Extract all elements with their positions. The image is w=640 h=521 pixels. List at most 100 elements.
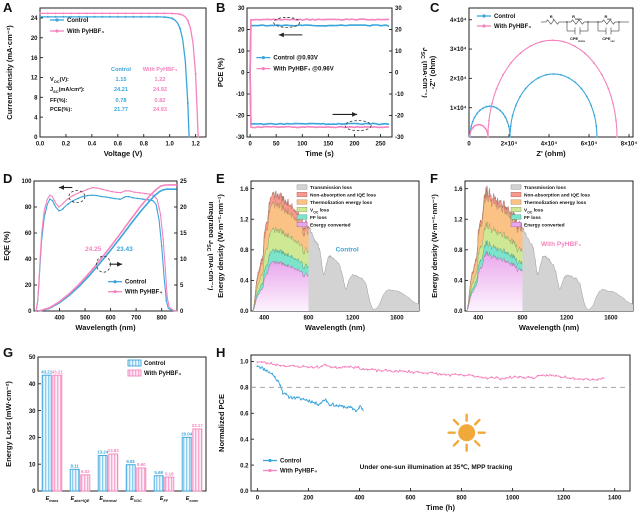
svg-text:20: 20 [25,283,32,289]
svg-text:With PyHBF₄: With PyHBF₄ [125,290,162,296]
bar-pyhbf4-2 [108,453,119,492]
svg-text:8: 8 [34,96,38,102]
svg-text:Transmission loss: Transmission loss [524,185,566,191]
svg-text:1.2: 1.2 [191,142,200,148]
svg-text:13.24: 13.24 [97,450,109,455]
svg-text:100: 100 [297,142,308,148]
svg-text:800: 800 [303,316,314,322]
svg-text:0.8: 0.8 [454,248,463,254]
panel-E-plot: Transmission loss Non-absorption and IQE … [252,184,420,311]
panel-C: C 0 2×10⁴ 4×10⁴ 6×10⁴ 8×10⁴ 1×10⁴ 2×10⁴ 3×10⁴ 4×… [427,0,640,171]
svg-text:0: 0 [180,309,184,315]
svg-text:0.8: 0.8 [240,386,249,392]
svg-text:30: 30 [29,409,36,415]
svg-text:0.6: 0.6 [240,411,249,417]
svg-text:8×10⁴: 8×10⁴ [621,142,638,148]
bar-pyhbf4-0 [52,374,63,492]
svg-text:Energy converted: Energy converted [524,223,565,229]
svg-text:Control @0.93V: Control @0.93V [273,56,318,62]
nyquist-0 [469,73,598,138]
svg-text:1.0: 1.0 [166,142,175,148]
panel-E: E 400 800 1200 1600 0.0 0.4 0.8 1.2 1.6 Wavelengt… [213,171,427,345]
svg-text:0: 0 [395,71,399,77]
svg-text:Wavelength (nm): Wavelength (nm) [519,323,580,332]
svg-text:1400: 1400 [608,496,622,502]
svg-text:8.11: 8.11 [71,463,80,468]
svg-text:-20: -20 [236,114,245,120]
bar-pyhbf4-4 [164,476,175,492]
svg-text:Rrec: Rrec [604,14,612,21]
svg-text:CPEtrans: CPEtrans [570,36,586,43]
bar-control-2 [97,455,108,492]
svg-text:EVOC: EVOC [130,496,142,503]
svg-text:13.82: 13.82 [108,448,120,453]
svg-text:Current density (mA·cm⁻²): Current density (mA·cm⁻²) [5,25,14,120]
svg-text:150: 150 [323,142,334,148]
jv-table-row-0: VOC(V): 1.15 1.22 [50,76,184,87]
svg-text:2×10⁴: 2×10⁴ [450,77,467,83]
svg-text:700: 700 [131,316,142,322]
svg-text:-30: -30 [236,135,245,141]
svg-text:43.21: 43.21 [41,369,53,374]
bar-control-4 [153,475,164,492]
panel-C-plot: Control With PyHBF₄ Rs Rtrans Rrec CPEtrans CP… [468,14,629,138]
svg-text:4×10⁴: 4×10⁴ [450,18,467,24]
mpp-series-1 [256,361,605,381]
svg-text:PCE (%): PCE (%) [216,57,225,87]
sun-icon [447,413,486,452]
svg-text:Energy converted: Energy converted [310,223,351,229]
panel-F-energy-loss-spectrum-pyhbf4: 400 800 1200 1600 0.0 0.4 0.8 1.2 1.6 Wavelength … [430,180,634,332]
svg-text:0: 0 [28,309,32,315]
svg-text:With PyHBF₄ @0.96V: With PyHBF₄ @0.96V [273,67,333,73]
svg-text:400: 400 [473,316,484,322]
svg-text:1000: 1000 [506,496,520,502]
svg-text:0.0: 0.0 [36,142,45,148]
svg-text:250: 250 [376,142,387,148]
svg-text:Wavelength (nm): Wavelength (nm) [75,323,136,332]
svg-text:20.04: 20.04 [181,431,193,436]
svg-text:1600: 1600 [390,316,404,322]
panel-C-nyquist-chart: 0 2×10⁴ 4×10⁴ 6×10⁴ 8×10⁴ 1×10⁴ 2×10⁴ 3×10⁴ 4×10… [428,7,638,158]
panel-F-letter: F [430,171,438,186]
svg-text:FF loss: FF loss [524,215,541,221]
jv-table-header-1: Control [111,67,131,73]
panel-B-letter: B [216,0,226,15]
panel-E-letter: E [216,171,225,186]
svg-text:1200: 1200 [560,316,574,322]
svg-text:40: 40 [29,382,36,388]
svg-text:FF loss: FF loss [310,215,327,221]
svg-text:VOC loss: VOC loss [524,208,544,215]
svg-text:Wavelength (nm): Wavelength (nm) [305,323,366,332]
svg-text:0: 0 [32,489,36,495]
bar-control-3 [125,464,136,492]
svg-text:30: 30 [395,6,402,12]
panel-G: G 0 10 20 30 40 50 Energy Loss (mW·cm⁻²) 43.21 4… [0,345,213,521]
svg-text:1×10⁴: 1×10⁴ [450,106,467,112]
jv-control-value: 1.15 [115,76,127,83]
svg-text:10: 10 [180,257,187,263]
svg-text:Ethermal: Ethermal [99,496,117,503]
svg-text:40: 40 [25,257,32,263]
svg-text:15: 15 [180,231,187,237]
svg-text:20: 20 [180,205,187,211]
sps-line-1 [249,18,390,74]
svg-text:4: 4 [34,115,38,121]
svg-text:400: 400 [354,496,365,502]
panel-A-letter: A [3,0,13,15]
jv-pyhbf4-value: 24.93 [153,107,167,114]
svg-text:With PyHBF₄: With PyHBF₄ [541,241,581,248]
equivalent-circuit-inset: Rs Rtrans Rrec CPEtrans CPErec [541,14,629,43]
svg-text:200: 200 [349,142,360,148]
svg-text:Etrans: Etrans [46,496,59,503]
svg-text:0.8: 0.8 [140,142,149,148]
svg-text:Non-absorption and IQE loss: Non-absorption and IQE loss [310,193,376,199]
panel-F: F 400 800 1200 1600 0.0 0.4 0.8 1.2 1.6 Wavelengt… [427,171,640,345]
panel-E-energy-loss-spectrum-control: 400 800 1200 1600 0.0 0.4 0.8 1.2 1.6 Wavelength … [216,180,420,332]
svg-text:CPErec: CPErec [602,36,615,43]
panel-A: A 0.0 0.2 0.4 0.6 0.8 1.0 1.2 0 4 8 12 16 20 24 Voltag… [0,0,213,171]
svg-text:Non-absorption and IQE loss: Non-absorption and IQE loss [524,193,590,199]
svg-text:Control: Control [336,246,359,253]
